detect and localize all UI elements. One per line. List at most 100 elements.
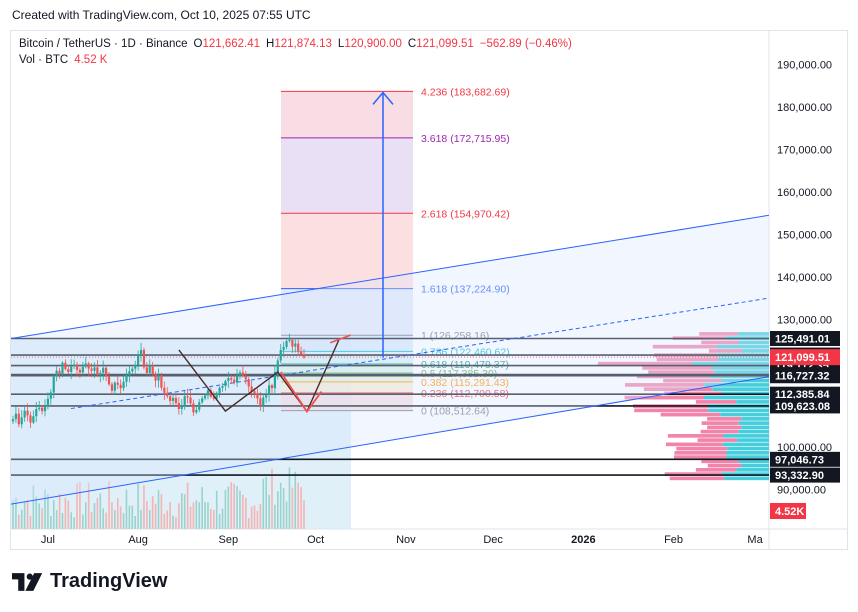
volume-profile-bar	[741, 417, 769, 421]
candle-body	[61, 362, 64, 374]
volume-profile-bar	[691, 361, 769, 366]
volume-bar	[198, 502, 201, 529]
volume-badge-label: 4.52K	[775, 506, 804, 518]
channel-lower-line	[11, 376, 769, 505]
volume-bar	[279, 482, 282, 529]
volume-bar	[166, 510, 169, 529]
volume-bar	[242, 494, 244, 529]
volume-profile-bar	[738, 421, 769, 425]
fib-level-label: 2.618 (154,970.42)	[421, 208, 510, 220]
volume-bar	[224, 489, 227, 529]
candle-body	[238, 372, 242, 376]
candle-body	[282, 346, 285, 350]
time-tick-label: Feb	[664, 534, 683, 546]
symbol-name: Bitcoin / TetherUS · 1D · Binance	[19, 38, 188, 50]
volume-bar	[236, 486, 238, 529]
volume-bar	[108, 481, 110, 529]
volume-profile-bar	[738, 340, 769, 345]
tradingview-logo-icon	[12, 572, 43, 591]
candle-body	[81, 366, 84, 373]
volume-bar	[84, 502, 87, 529]
volume-profile-bar	[701, 421, 739, 425]
volume-bar	[140, 509, 142, 529]
volume-profile-bar	[712, 366, 769, 370]
price-tick-label: 90,000.00	[777, 484, 826, 496]
candle-body	[221, 386, 224, 388]
volume-bar	[35, 496, 38, 529]
candle-body	[256, 393, 259, 399]
volume-profile-bar	[707, 425, 742, 430]
chart-legend: Bitcoin / TetherUS · 1D · Binance O121,66…	[19, 38, 572, 66]
volume-profile-bar	[665, 442, 723, 447]
candle-body	[116, 382, 119, 385]
created-caption: Created with TradingView.com, Oct 10, 20…	[12, 8, 311, 22]
candle-body	[195, 409, 198, 413]
volume-bar	[18, 514, 20, 529]
volume-bar	[178, 503, 180, 529]
volume-profile-bar	[741, 425, 769, 430]
trend-channel	[11, 214, 769, 505]
candle-body	[212, 396, 215, 399]
candle-body	[46, 398, 50, 407]
candle-body	[20, 417, 23, 425]
target-arrow-head	[372, 91, 394, 105]
volume-bar	[192, 502, 195, 529]
volume-bar	[172, 515, 174, 529]
price-chart[interactable]: 4.236 (183,682.69) 3.618 (172,715.95) 2.61…	[11, 31, 847, 549]
candle-body	[41, 407, 44, 412]
volume-profile-bar	[736, 468, 769, 472]
volume-profile-bar	[736, 438, 769, 442]
volume-bar	[26, 499, 29, 529]
candle-body	[70, 366, 73, 373]
volume-profile-bar	[712, 387, 769, 391]
volume-bar	[61, 512, 64, 529]
volume-bar	[55, 510, 58, 529]
candle-body	[262, 397, 265, 406]
candle-body	[23, 410, 26, 418]
level-price-badge-label: 109,623.08	[775, 401, 830, 413]
candle-body	[67, 369, 70, 373]
volume-label: Vol · BTC	[19, 54, 68, 66]
time-tick-label: Sep	[219, 534, 239, 546]
candle-body	[163, 387, 166, 393]
candle-body	[151, 365, 154, 375]
volume-profile-bar	[722, 442, 769, 447]
volume-profile-bar	[697, 438, 737, 442]
volume-bar	[90, 511, 93, 529]
high-label: H	[266, 38, 274, 50]
volume-profile-bar	[597, 361, 692, 366]
volume-bar	[212, 510, 215, 529]
volume-profile-bar	[676, 446, 728, 451]
time-tick-label: Jul	[41, 534, 55, 546]
candle-body	[224, 380, 227, 387]
volume-profile-bar	[708, 408, 769, 413]
candle-body	[11, 419, 15, 422]
candle-body	[107, 376, 111, 385]
candle-body	[87, 363, 90, 369]
fib-level-label: 0.382 (115,291.43)	[421, 377, 509, 389]
candle-body	[241, 372, 244, 376]
high-value: 121,874.13	[274, 38, 332, 50]
candle-body	[148, 365, 151, 373]
fib-band	[281, 364, 413, 373]
volume-profile-bar	[716, 344, 769, 349]
candle-body	[157, 375, 160, 381]
time-tick-label: Nov	[396, 534, 416, 546]
candle-body	[201, 398, 204, 403]
volume-profile-bar	[695, 468, 737, 472]
volume-value: 4.52 K	[74, 54, 108, 66]
volume-profile-bar	[707, 463, 742, 468]
volume-bar	[218, 513, 221, 529]
chart-frame[interactable]: 4.236 (183,682.69) 3.618 (172,715.95) 2.61…	[10, 30, 848, 550]
volume-bar	[163, 513, 166, 529]
candle-body	[302, 354, 306, 358]
volume-bar	[277, 491, 279, 529]
volume-bar	[50, 516, 52, 529]
volume-bar	[148, 510, 151, 529]
candle-body	[267, 385, 271, 395]
price-tick-label: 100,000.00	[777, 442, 832, 454]
volume-bar	[44, 489, 46, 529]
channel-upper-line	[11, 214, 769, 339]
level-price-badge	[770, 331, 840, 347]
